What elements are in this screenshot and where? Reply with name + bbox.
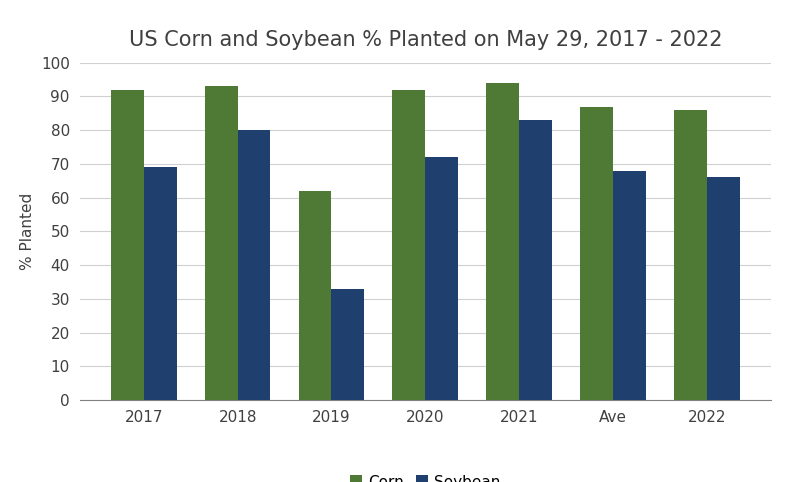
Bar — [393, 90, 425, 400]
Bar — [674, 110, 707, 400]
Bar — [580, 107, 613, 400]
Y-axis label: % Planted: % Planted — [21, 193, 35, 270]
Bar — [205, 86, 238, 400]
Bar — [707, 177, 739, 400]
Title: US Corn and Soybean % Planted on May 29, 2017 - 2022: US Corn and Soybean % Planted on May 29,… — [129, 30, 722, 50]
Bar — [487, 83, 519, 400]
Legend: Corn, Soybean: Corn, Soybean — [343, 469, 507, 482]
Bar — [144, 167, 176, 400]
Bar — [332, 289, 364, 400]
Bar — [299, 191, 332, 400]
Bar — [425, 157, 458, 400]
Bar — [111, 90, 144, 400]
Bar — [519, 120, 552, 400]
Bar — [238, 130, 270, 400]
Bar — [613, 171, 646, 400]
